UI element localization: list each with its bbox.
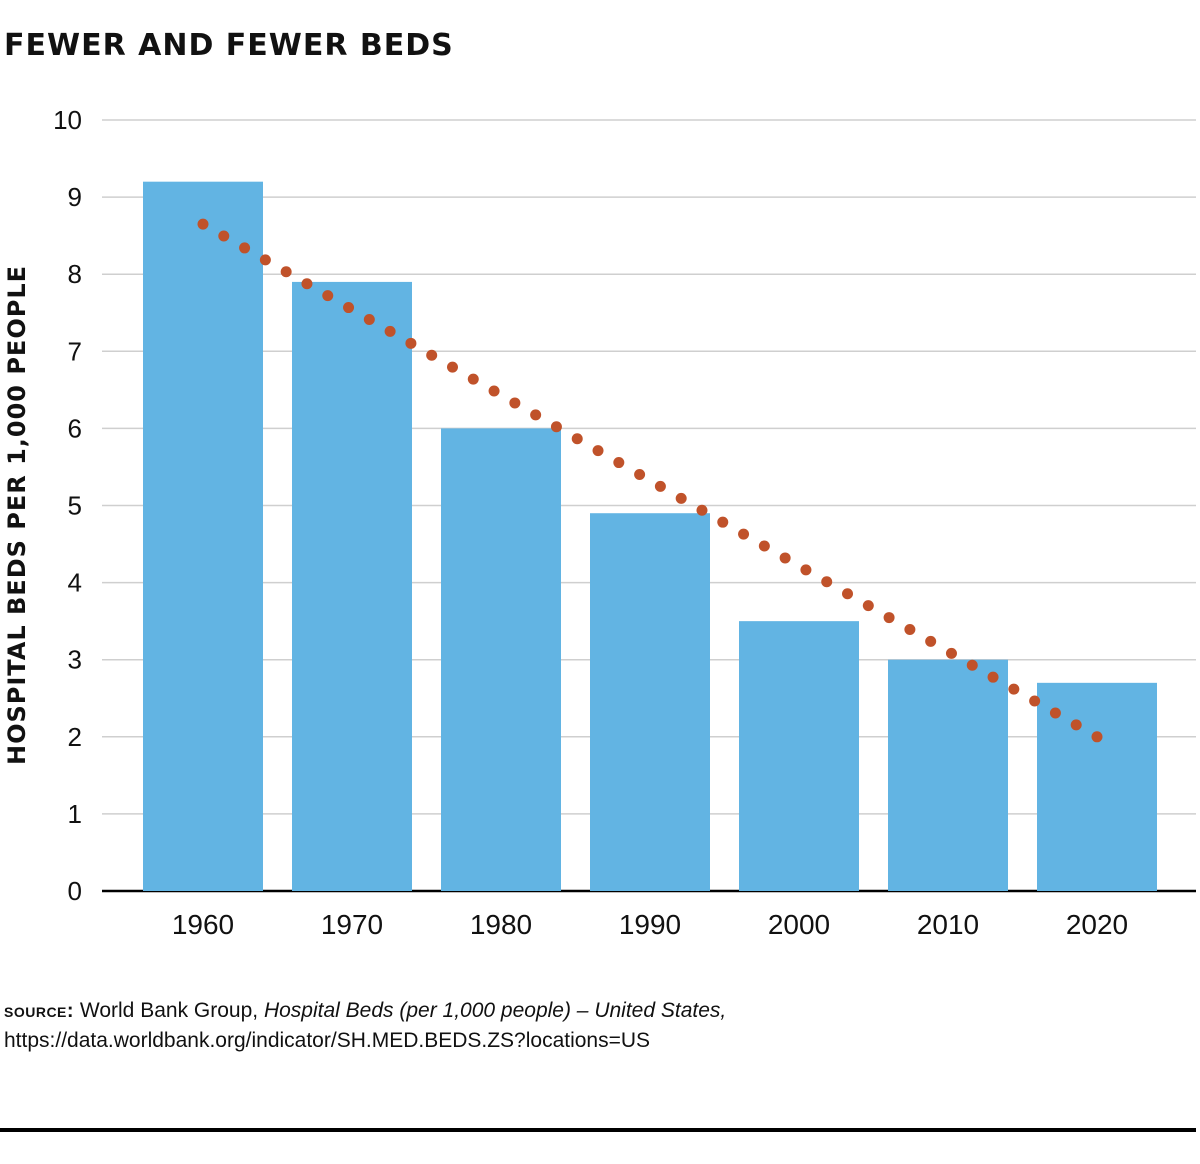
x-tick-label: 1960 xyxy=(172,909,234,940)
trend-dot xyxy=(322,290,334,302)
trend-dot xyxy=(779,552,791,564)
trend-dot xyxy=(218,230,230,242)
trend-dot xyxy=(550,421,562,433)
trend-dot xyxy=(945,647,957,659)
x-tick-label: 1970 xyxy=(321,909,383,940)
bar-2010 xyxy=(888,659,1008,891)
trend-dot xyxy=(592,445,604,457)
trend-dot xyxy=(654,480,666,492)
y-tick-label: 6 xyxy=(68,413,82,443)
y-tick-label: 0 xyxy=(68,876,82,906)
trend-dot xyxy=(613,457,625,469)
trend-dot xyxy=(1070,719,1082,731)
x-tick-label: 2000 xyxy=(768,909,830,940)
trend-dot xyxy=(925,635,937,647)
y-tick-label: 10 xyxy=(53,105,82,135)
bar-2000 xyxy=(739,621,859,891)
y-tick-label: 3 xyxy=(68,645,82,675)
source-url[interactable]: https://data.worldbank.org/indicator/SH.… xyxy=(4,1029,651,1052)
source-publication: Hospital Beds (per 1,000 people) – Unite… xyxy=(263,999,727,1022)
trend-dot xyxy=(966,659,978,671)
trend-dot xyxy=(738,528,750,540)
y-tick-label: 2 xyxy=(68,722,82,752)
source-note: source: World Bank Group, Hospital Beds … xyxy=(4,996,726,1056)
trend-dot xyxy=(883,612,895,624)
y-axis-label: HOSPITAL BEDS PER 1,000 PEOPLE xyxy=(3,265,31,765)
source-label: source: xyxy=(4,1000,75,1022)
trend-dot xyxy=(239,242,251,254)
bar-1970 xyxy=(292,281,412,891)
trend-dot xyxy=(842,588,854,600)
trend-dot xyxy=(488,385,500,397)
trend-dot xyxy=(634,468,646,480)
y-tick-label: 9 xyxy=(68,182,82,212)
bar-1960 xyxy=(143,181,263,891)
y-tick-label: 4 xyxy=(68,568,82,598)
trend-dot xyxy=(696,504,708,516)
trend-dot xyxy=(259,254,271,266)
trend-dot xyxy=(1091,731,1103,743)
trend-dot xyxy=(821,576,833,588)
trend-dot xyxy=(197,218,209,230)
trend-line xyxy=(197,218,1103,743)
trend-dot xyxy=(343,302,355,314)
x-tick-label: 2020 xyxy=(1066,909,1128,940)
trend-dot xyxy=(446,361,458,373)
source-org: World Bank Group, xyxy=(79,999,259,1022)
trend-dot xyxy=(301,278,313,290)
bars xyxy=(143,181,1157,891)
trend-dot xyxy=(467,373,479,385)
trend-dot xyxy=(1008,683,1020,695)
trend-dot xyxy=(862,600,874,612)
trend-dot xyxy=(530,409,542,421)
trend-dot xyxy=(571,433,583,445)
trend-dot xyxy=(904,623,916,635)
trend-dot xyxy=(1049,707,1061,719)
trend-dot xyxy=(509,397,521,409)
trend-dot xyxy=(987,671,999,683)
trend-dot xyxy=(363,313,375,325)
x-axis-ticks: 1960 1970 1980 1990 2000 2010 2020 xyxy=(172,909,1128,940)
bar-1990 xyxy=(590,513,710,891)
y-tick-label: 8 xyxy=(68,259,82,289)
bar-1980 xyxy=(441,428,561,891)
y-tick-label: 1 xyxy=(68,799,82,829)
x-tick-label: 1980 xyxy=(470,909,532,940)
x-tick-label: 1990 xyxy=(619,909,681,940)
trend-dot xyxy=(426,349,438,361)
trend-dot xyxy=(758,540,770,552)
trend-dot xyxy=(800,564,812,576)
x-tick-label: 2010 xyxy=(917,909,979,940)
trend-dot xyxy=(717,516,729,528)
y-axis-ticks: 0 1 2 3 4 5 6 7 8 9 10 xyxy=(53,105,82,906)
trend-dot xyxy=(405,337,417,349)
y-tick-label: 5 xyxy=(68,491,82,521)
trend-dot xyxy=(280,266,292,278)
trend-dot xyxy=(1029,695,1041,707)
y-tick-label: 7 xyxy=(68,336,82,366)
trend-dot xyxy=(384,325,396,337)
bar-chart: 0 1 2 3 4 5 6 7 8 9 10 1960 1970 1980 1990 2000 2010 202… xyxy=(3,105,1196,940)
trend-dot xyxy=(675,492,687,504)
chart-title: FEWER AND FEWER BEDS xyxy=(4,28,454,63)
bottom-rule xyxy=(0,1128,1196,1132)
